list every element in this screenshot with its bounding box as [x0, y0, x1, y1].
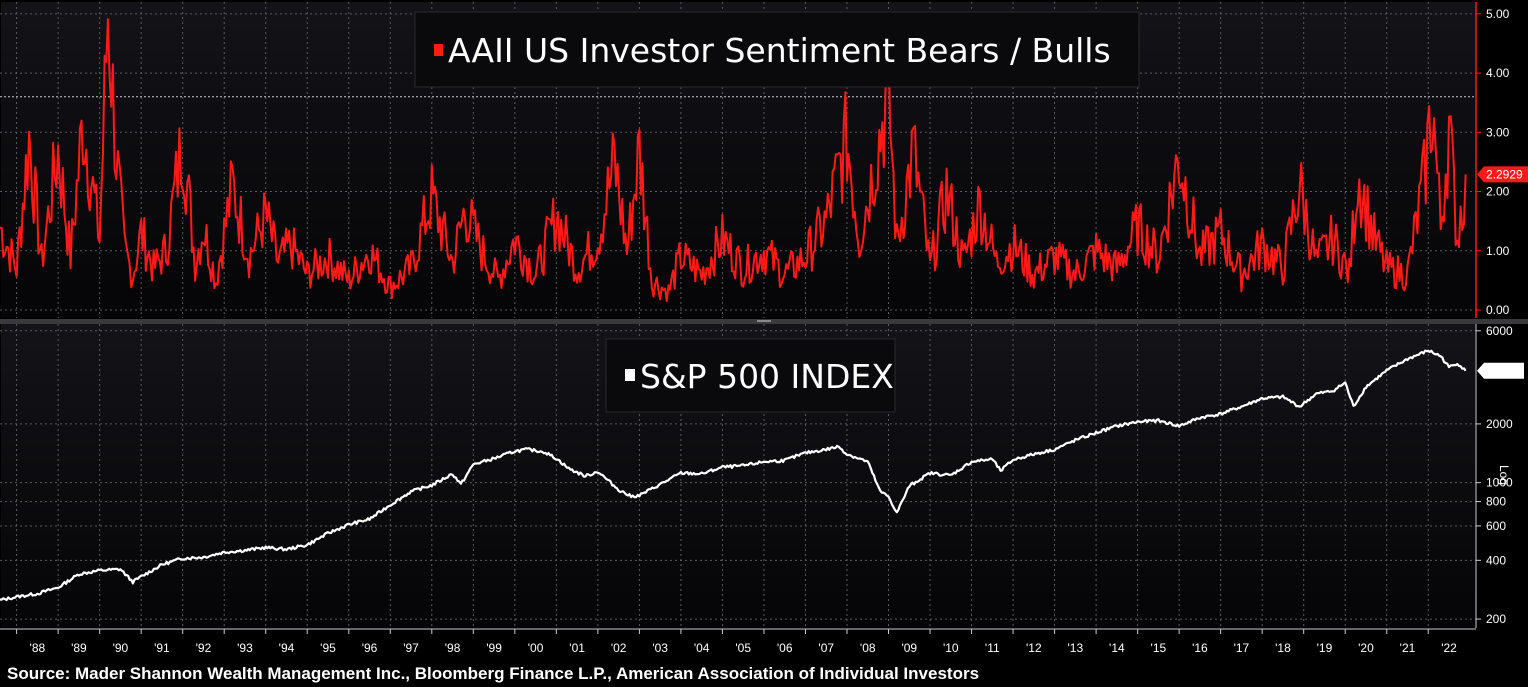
sp500-y-tick-label: 6000 [1486, 324, 1513, 338]
x-tick-label: '90 [113, 641, 129, 655]
sp500-legend-label: S&P 500 INDEX [640, 357, 894, 396]
x-tick-label: '95 [320, 641, 336, 655]
sentiment-last-value-label: 2.2929 [1486, 167, 1523, 181]
x-tick-label: '15 [1151, 641, 1167, 655]
sp500-y-tick-label: 400 [1486, 553, 1506, 567]
x-tick-label: '07 [818, 641, 834, 655]
sentiment-gridlines [0, 13, 1476, 311]
sentiment-y-tick-label: 2.00 [1486, 185, 1510, 199]
x-tick-label: '09 [901, 641, 917, 655]
sentiment-y-tick-label: 1.00 [1486, 244, 1510, 258]
sp500-y-tick-label: 2000 [1486, 417, 1513, 431]
sentiment-y-tick-label: 3.00 [1486, 125, 1510, 139]
x-tick-label: '10 [943, 641, 959, 655]
x-tick-label: '98 [445, 641, 461, 655]
x-tick-label: '16 [1192, 641, 1208, 655]
x-tick-label: '12 [1026, 641, 1042, 655]
x-tick-label: '01 [569, 641, 585, 655]
sp500-y-tick-label: 800 [1486, 495, 1506, 509]
panel-resize-handle [757, 320, 771, 322]
sentiment-y-tick-label: 4.00 [1486, 66, 1510, 80]
sp500-gridlines [0, 330, 1476, 620]
sp500-y-tick-label: 200 [1486, 612, 1506, 626]
sp500-series-line [0, 349, 1467, 602]
x-tick-label: '92 [196, 641, 212, 655]
x-tick-label: '20 [1358, 641, 1374, 655]
sentiment-y-tick-label: 0.00 [1486, 303, 1510, 317]
x-tick-label: '97 [403, 641, 419, 655]
sp500-y-axis: 200 400 600 800 1000 2000 6000 [1475, 324, 1513, 628]
sentiment-y-axis: 0.00 1.00 2.00 3.00 4.00 5.00 [1475, 2, 1510, 318]
x-tick-label: '18 [1275, 641, 1291, 655]
sp500-y-tick-label: 600 [1486, 519, 1506, 533]
x-tick-label: '02 [611, 641, 627, 655]
sp500-scale-label: Log [1497, 465, 1511, 485]
x-tick-label: '17 [1234, 641, 1250, 655]
x-tick-label: '08 [860, 641, 876, 655]
x-tick-label: '19 [1317, 641, 1333, 655]
x-tick-label: '11 [985, 641, 1000, 655]
x-tick-label: '00 [528, 641, 544, 655]
x-tick-label: '04 [694, 641, 710, 655]
x-tick-label: '05 [735, 641, 751, 655]
sp500-last-value-label: 3745 [1486, 364, 1513, 378]
sentiment-last-value-tag: 2.2929 [1477, 166, 1528, 183]
x-tick-label: '03 [652, 641, 668, 655]
sp500-last-value-tag: 3745 [1477, 362, 1524, 379]
sentiment-legend-label: AAII US Investor Sentiment Bears / Bulls [448, 31, 1111, 70]
sentiment-legend: AAII US Investor Sentiment Bears / Bulls [414, 11, 1140, 88]
x-tick-label: '22 [1441, 641, 1457, 655]
x-tick-label: '93 [237, 641, 253, 655]
sentiment-series-line [0, 18, 1467, 303]
x-tick-label: '06 [777, 641, 793, 655]
x-tick-label: '96 [362, 641, 378, 655]
sentiment-last-value-bg [1477, 166, 1528, 183]
sentiment-y-tick-label: 5.00 [1486, 7, 1510, 21]
x-tick-label: '91 [154, 641, 170, 655]
sp500-last-value-bg [1477, 362, 1524, 379]
sp500-legend: S&P 500 INDEX [605, 338, 896, 413]
source-note: Source: Mader Shannon Wealth Management … [7, 664, 980, 683]
sentiment-panel: 0.00 1.00 2.00 3.00 4.00 5.00 2.2929 AAII US … [0, 2, 1528, 318]
sp500-legend-swatch [625, 369, 635, 381]
x-tick-label: '88 [30, 641, 46, 655]
x-tick-label: '13 [1068, 641, 1084, 655]
x-tick-label: '89 [71, 641, 87, 655]
x-tick-label: '99 [486, 641, 502, 655]
x-axis: '88 '89 '90 '91 '92 '93 '94 '95 '96 '97 '98 '99 '00 '… [0, 628, 1476, 655]
sentiment-legend-swatch [434, 44, 443, 56]
sentiment-legend-box [414, 11, 1140, 88]
sp500-legend-box [605, 338, 896, 413]
sp500-panel: 200 400 600 800 1000 2000 6000 Log 3745 S&P 50… [0, 324, 1524, 628]
x-tick-label: '94 [279, 641, 295, 655]
x-tick-label: '14 [1109, 641, 1125, 655]
x-tick-label: '21 [1400, 641, 1416, 655]
sp500-vertical-gridlines [16, 324, 1429, 628]
sp500-y-tick-label: 1000 [1486, 476, 1513, 490]
